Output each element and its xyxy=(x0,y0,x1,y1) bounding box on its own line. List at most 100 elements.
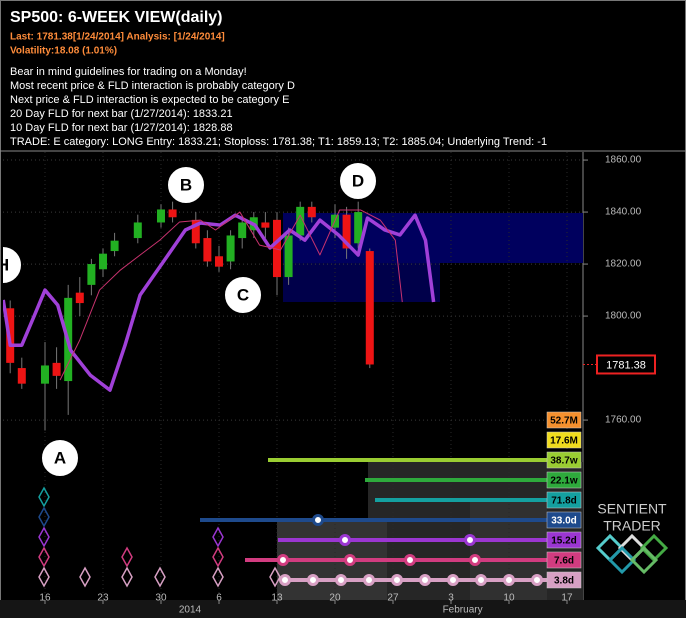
cycle-label: 15.2d xyxy=(551,536,577,547)
note: 20 Day FLD for next bar (1/27/2014): 183… xyxy=(10,108,233,120)
cycle-node xyxy=(339,534,351,546)
x-tick-label: 16 xyxy=(39,593,51,604)
cycle-node xyxy=(277,554,289,566)
x-axis-band xyxy=(0,600,686,618)
candle-body xyxy=(261,222,270,228)
cycle-diamond xyxy=(121,546,133,568)
candle-body xyxy=(17,368,26,384)
cycle-node xyxy=(404,554,416,566)
cycle-diamond xyxy=(121,566,133,588)
cycle-label: 17.6M xyxy=(550,436,578,447)
cycle-diamond xyxy=(269,566,281,588)
x-tick-label: 30 xyxy=(155,593,167,604)
period-label: February xyxy=(443,605,483,616)
cycle-label: 33.0d xyxy=(551,516,577,527)
annotation-label: H xyxy=(0,255,9,274)
projection-box xyxy=(283,213,583,263)
candle-body xyxy=(156,209,165,223)
candle-body xyxy=(191,219,200,244)
cycle-node xyxy=(469,554,481,566)
annotation-circle xyxy=(338,161,378,201)
cycle-label: 22.1w xyxy=(550,476,577,487)
cycle-diamond xyxy=(212,546,224,568)
last-info: Last: 1781.38[1/24/2014] Analysis: [1/24… xyxy=(10,32,225,43)
title: SP500: 6-WEEK VIEW(daily) xyxy=(10,9,223,26)
candle-body xyxy=(284,235,293,278)
annotation-label: D xyxy=(352,171,364,190)
x-tick-label: 27 xyxy=(387,593,399,604)
last-price-box xyxy=(596,354,656,375)
annotation-label: B xyxy=(180,175,192,194)
cycle-node xyxy=(475,574,487,586)
note: 10 Day FLD for next bar (1/27/2014): 182… xyxy=(10,122,233,134)
cycle-diamond xyxy=(38,486,50,508)
candle-body xyxy=(75,292,84,304)
cycle-label-box xyxy=(546,411,582,429)
cycle-label: 52.7M xyxy=(550,416,578,427)
logo-text: TRADER xyxy=(603,518,661,534)
cycle-diamond xyxy=(38,506,50,528)
note: Most recent price & FLD interaction is p… xyxy=(10,80,295,92)
cycle-diamond xyxy=(38,566,50,588)
cycle-label: 3.8d xyxy=(554,576,574,587)
candle-body xyxy=(296,206,305,236)
cycle-label-box xyxy=(546,471,582,489)
note: TRADE: E category: LONG Entry: 1833.21; … xyxy=(10,136,547,148)
note: Bear in mind guidelines for trading on a… xyxy=(10,66,247,78)
cycle-node xyxy=(531,574,543,586)
fld-line xyxy=(3,213,436,392)
cycle-node xyxy=(391,574,403,586)
annotation-label: A xyxy=(54,448,66,467)
cycle-diamond xyxy=(79,566,91,588)
cycle-node xyxy=(447,574,459,586)
candle-body xyxy=(272,219,281,278)
y-tick-label: 1840.00 xyxy=(605,207,642,218)
fld-line xyxy=(59,209,403,381)
cycle-node xyxy=(503,574,515,586)
candle-body xyxy=(40,365,49,384)
cycle-label-box xyxy=(546,451,582,469)
cycle-node xyxy=(344,554,356,566)
annotation-label: C xyxy=(237,285,249,304)
cycle-node xyxy=(312,514,324,526)
cycle-diamond xyxy=(212,526,224,548)
note: Next price & FLD interaction is expected… xyxy=(10,94,289,106)
candle-body xyxy=(168,209,177,218)
cycle-node xyxy=(335,574,347,586)
projection-box xyxy=(283,263,440,302)
candle-body xyxy=(226,235,235,262)
candle-body xyxy=(203,238,212,262)
cycle-diamond xyxy=(154,566,166,588)
cycle-node xyxy=(363,574,375,586)
annotation-circle xyxy=(166,165,206,205)
cycle-label-box xyxy=(546,491,582,509)
candle-body xyxy=(342,214,351,249)
cycle-label-box xyxy=(546,531,582,549)
logo-mark xyxy=(595,533,669,575)
y-tick-label: 1800.00 xyxy=(605,311,642,322)
volatility: Volatility:18.08 (1.01%) xyxy=(10,46,117,57)
cycle-label: 71.8d xyxy=(551,496,577,507)
x-tick-label: 13 xyxy=(271,593,283,604)
cycle-label-box xyxy=(546,431,582,449)
candle-body xyxy=(87,264,96,285)
cycle-node xyxy=(307,574,319,586)
candle-body xyxy=(307,206,316,218)
candle-body xyxy=(238,222,247,239)
candle-body xyxy=(133,222,142,239)
cycle-diamond xyxy=(38,546,50,568)
annotation-circle xyxy=(40,438,80,478)
cycle-label: 38.7w xyxy=(550,456,577,467)
cycle-label-box xyxy=(546,551,582,569)
y-tick-label: 1760.00 xyxy=(605,415,642,426)
x-tick-label: 23 xyxy=(97,593,109,604)
x-tick-label: 3 xyxy=(448,593,454,604)
cycle-node xyxy=(279,574,291,586)
x-tick-label: 10 xyxy=(503,593,515,604)
candle-body xyxy=(98,253,107,270)
y-tick-label: 1860.00 xyxy=(605,155,642,166)
cycle-node xyxy=(464,534,476,546)
candle-body xyxy=(354,212,363,244)
last-price-label: 1781.38 xyxy=(606,359,646,371)
